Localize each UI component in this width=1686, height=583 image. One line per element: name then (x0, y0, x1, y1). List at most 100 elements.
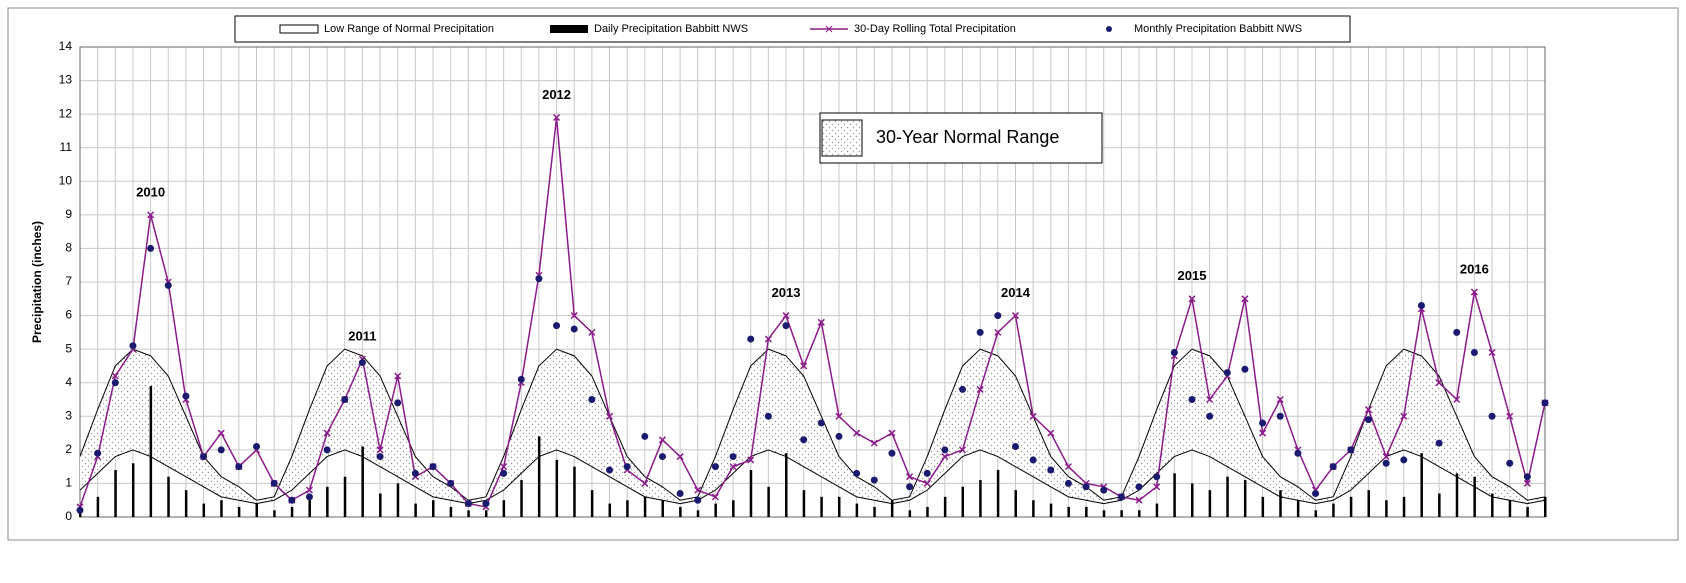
monthly-dot (711, 463, 719, 471)
rolling-marker (605, 412, 614, 420)
rolling-marker (1435, 379, 1443, 387)
daily-bar (1455, 473, 1459, 517)
daily-bar (1155, 503, 1159, 517)
monthly-dot (111, 379, 119, 387)
y-tick-label: 14 (59, 39, 73, 53)
year-label: 2016 (1460, 262, 1489, 277)
rolling-marker (711, 493, 719, 501)
daily-bar (184, 490, 188, 517)
monthly-dot (1188, 396, 1196, 403)
year-label: 2011 (348, 329, 376, 344)
monthly-dot (729, 453, 737, 461)
y-tick-label: 6 (65, 308, 72, 322)
y-tick-label: 8 (65, 241, 72, 255)
monthly-dot (1135, 483, 1143, 491)
monthly-dot (1170, 349, 1178, 356)
daily-bar (1544, 496, 1547, 517)
daily-bar (1473, 476, 1476, 517)
monthly-dot (1435, 439, 1443, 447)
daily-bar (502, 500, 506, 517)
daily-bar (1261, 496, 1265, 517)
rolling-marker (1011, 312, 1020, 320)
rolling-marker (676, 453, 684, 461)
daily-bar (96, 496, 100, 517)
daily-bar (149, 386, 153, 517)
monthly-dot (1117, 493, 1125, 501)
monthly-dot (623, 463, 631, 471)
monthly-dot (1047, 466, 1055, 474)
y-tick-label: 7 (65, 274, 72, 288)
daily-bar (1173, 473, 1176, 517)
daily-bar (890, 500, 894, 517)
monthly-dot (429, 463, 437, 471)
monthly-dot (411, 469, 419, 477)
year-label: 2012 (542, 87, 571, 102)
rolling-marker (870, 439, 878, 447)
monthly-dot (358, 359, 366, 367)
range-swatch (821, 119, 863, 157)
y-tick-label: 10 (59, 173, 73, 187)
monthly-dot (394, 399, 402, 407)
monthly-dot (658, 453, 666, 461)
rolling-marker (1188, 295, 1196, 303)
monthly-dot (305, 493, 313, 501)
normal-high-line (79, 348, 1546, 501)
daily-bar (273, 510, 276, 517)
monthly-dot (288, 496, 296, 504)
normal-low-line (79, 449, 1546, 505)
monthly-dot (959, 385, 967, 393)
rolling-line (79, 117, 1546, 508)
monthly-dot (1241, 365, 1249, 373)
y-tick-label: 11 (60, 140, 73, 154)
daily-bar (520, 480, 523, 517)
monthly-dot (235, 463, 243, 471)
monthly-dot (906, 483, 914, 491)
daily-bar (837, 496, 841, 517)
daily-bar (1208, 490, 1212, 517)
monthly-dot (994, 312, 1002, 320)
daily-bar (537, 436, 541, 517)
daily-bar (1102, 510, 1106, 517)
daily-bar (1226, 476, 1229, 517)
daily-bar (1367, 490, 1370, 517)
daily-bar (643, 496, 647, 517)
legend-label: Low Range of Normal Precipitation (324, 23, 494, 35)
rolling-marker (323, 429, 331, 437)
monthly-dot (1417, 302, 1425, 309)
monthly-dot (341, 396, 349, 403)
daily-bar (1420, 453, 1423, 517)
monthly-dot (570, 325, 578, 333)
daily-bar (1296, 500, 1300, 517)
rolling-marker (394, 372, 402, 380)
daily-bar (1314, 510, 1318, 517)
monthly-dot (482, 500, 490, 508)
daily-bar (220, 500, 223, 517)
daily-bar (326, 486, 329, 517)
daily-bar (608, 503, 612, 517)
legend-label: Daily Precipitation Babbitt NWS (594, 23, 748, 35)
monthly-dot (641, 432, 649, 440)
monthly-dot (1400, 456, 1408, 464)
monthly-dot (747, 335, 755, 343)
monthly-dot (941, 446, 949, 454)
range-box (819, 112, 1103, 164)
rolling-marker (111, 372, 119, 380)
daily-bar (290, 506, 294, 517)
monthly-dot (1029, 456, 1037, 464)
daily-bar (308, 500, 311, 517)
legend-swatch (1106, 26, 1112, 32)
monthly-dot (1276, 412, 1284, 420)
monthly-dot (976, 328, 984, 336)
monthly-dot (270, 479, 278, 487)
rolling-marker (782, 312, 790, 320)
monthly-dot (888, 449, 896, 457)
monthly-dot (553, 322, 561, 330)
daily-bar (590, 490, 594, 517)
daily-bar (573, 466, 576, 517)
monthly-dot (1382, 459, 1390, 467)
daily-bar (1085, 506, 1088, 517)
legend (234, 15, 1351, 43)
y-tick-label: 2 (65, 442, 72, 456)
